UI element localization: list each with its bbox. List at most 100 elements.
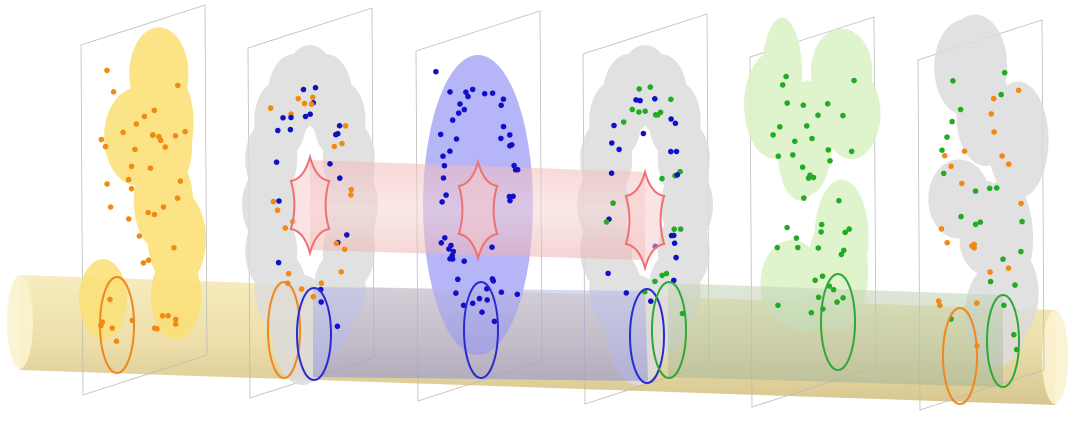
- point: [611, 122, 617, 129]
- point: [287, 126, 294, 133]
- point: [790, 152, 796, 158]
- point: [460, 302, 467, 309]
- point: [668, 148, 674, 155]
- point: [273, 159, 280, 165]
- point: [977, 219, 984, 225]
- point: [441, 162, 448, 169]
- point: [1019, 218, 1025, 225]
- loop: [289, 153, 331, 257]
- point: [1018, 200, 1024, 207]
- point: [172, 321, 179, 328]
- point: [339, 140, 345, 147]
- point: [673, 148, 680, 155]
- cycle: [99, 276, 135, 374]
- point: [841, 247, 847, 254]
- point: [327, 161, 333, 167]
- point: [671, 226, 677, 232]
- point: [107, 204, 114, 210]
- point: [939, 147, 945, 153]
- point: [514, 291, 521, 298]
- point: [974, 300, 980, 306]
- point: [803, 123, 810, 129]
- point: [440, 153, 446, 159]
- point: [341, 246, 348, 253]
- point: [986, 185, 993, 192]
- point: [109, 325, 115, 331]
- point: [608, 170, 615, 176]
- point: [133, 121, 140, 127]
- point: [815, 294, 822, 301]
- point: [481, 90, 488, 97]
- point: [961, 148, 968, 154]
- point: [673, 254, 679, 261]
- point: [455, 276, 461, 283]
- point: [642, 108, 648, 114]
- point: [674, 172, 681, 178]
- point: [824, 101, 831, 107]
- tube-cap: [7, 275, 33, 369]
- point: [836, 197, 842, 204]
- point: [145, 257, 152, 264]
- point: [944, 239, 950, 246]
- point: [603, 219, 610, 225]
- point: [331, 143, 338, 150]
- point: [840, 112, 846, 119]
- point: [342, 123, 349, 129]
- point: [657, 109, 664, 116]
- point: [310, 94, 316, 101]
- point: [175, 82, 181, 89]
- point: [177, 178, 184, 184]
- point: [280, 115, 286, 121]
- point: [110, 89, 117, 95]
- point: [333, 240, 340, 247]
- blob-part: [657, 119, 710, 200]
- point: [677, 226, 684, 232]
- point: [461, 106, 468, 113]
- point: [489, 276, 496, 282]
- point: [800, 102, 807, 108]
- point: [443, 192, 449, 198]
- point: [507, 197, 513, 204]
- point: [808, 309, 815, 316]
- point: [348, 192, 354, 198]
- point: [506, 193, 513, 200]
- point: [944, 134, 950, 140]
- point: [623, 290, 630, 296]
- point: [301, 100, 308, 107]
- point: [338, 269, 345, 275]
- point: [140, 260, 147, 266]
- point: [447, 148, 453, 154]
- point: [818, 221, 825, 228]
- point: [174, 195, 181, 201]
- point: [162, 144, 168, 150]
- point: [633, 97, 639, 103]
- point: [449, 117, 456, 123]
- point: [775, 153, 782, 159]
- dots: [98, 67, 1025, 353]
- point: [774, 244, 781, 251]
- point: [842, 229, 848, 236]
- blue-tube: [313, 287, 648, 381]
- point: [609, 140, 615, 146]
- point: [991, 129, 997, 135]
- point: [629, 106, 636, 113]
- point: [455, 110, 462, 116]
- point: [846, 226, 852, 232]
- point: [113, 338, 120, 345]
- point: [125, 176, 132, 183]
- point: [302, 113, 309, 120]
- point: [779, 82, 786, 88]
- blob-part: [785, 80, 833, 195]
- point: [132, 146, 138, 153]
- point: [777, 124, 783, 130]
- point: [840, 295, 846, 301]
- point: [461, 258, 468, 265]
- point: [141, 113, 148, 120]
- point: [469, 86, 476, 93]
- point: [126, 216, 132, 222]
- point: [318, 280, 325, 287]
- point: [274, 207, 281, 213]
- point: [1005, 161, 1012, 167]
- point: [102, 143, 109, 150]
- point: [1005, 265, 1012, 272]
